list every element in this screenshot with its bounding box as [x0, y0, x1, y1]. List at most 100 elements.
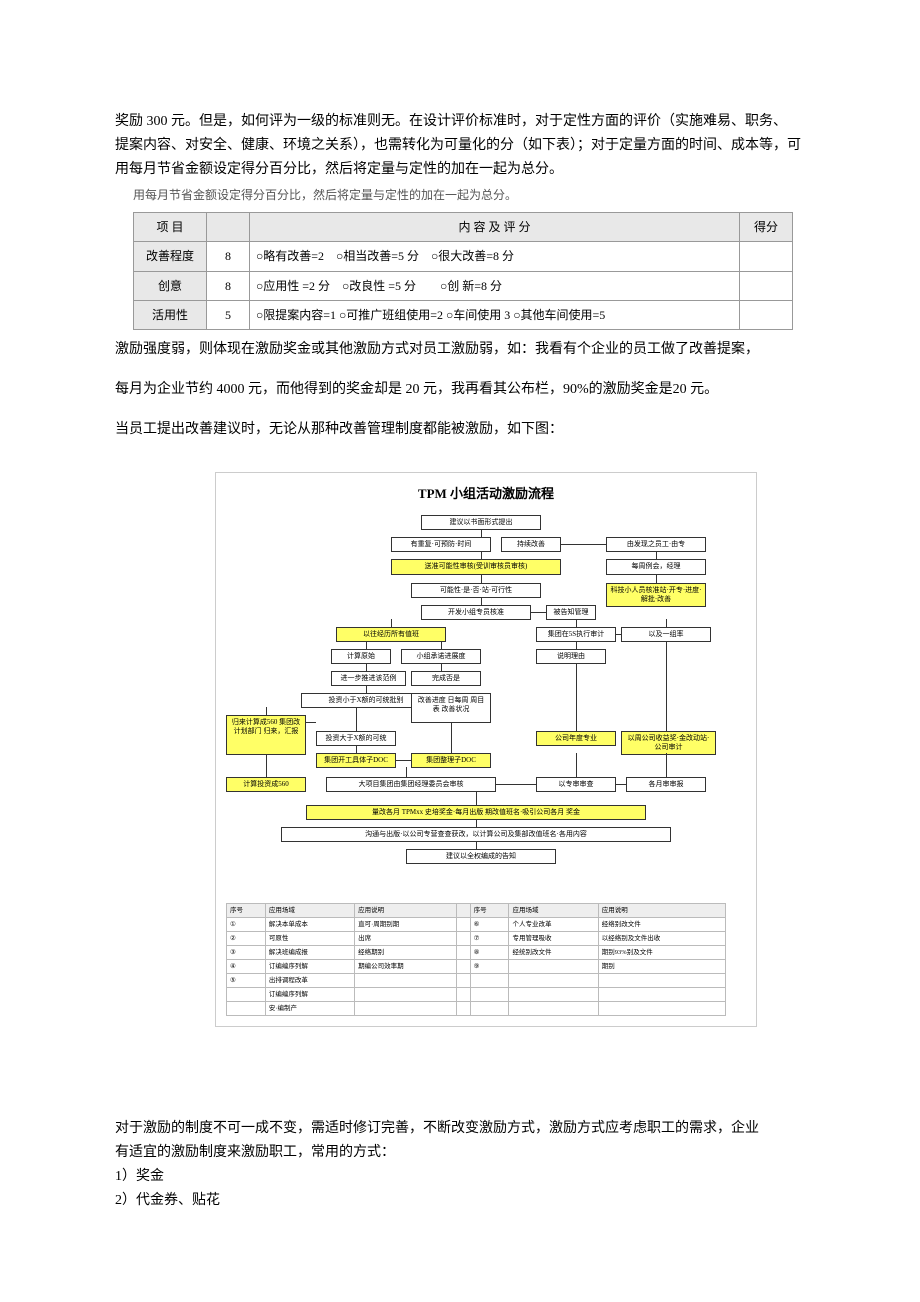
legend-cell — [598, 988, 725, 1002]
legend-cell: 安·编制产 — [265, 1002, 354, 1016]
legend-cell — [227, 1002, 266, 1016]
legend-cell — [457, 1002, 471, 1016]
flowchart-connector — [481, 575, 482, 583]
flowchart-node: 由发现之员工·由专 — [606, 537, 706, 552]
legend-cell — [457, 931, 471, 945]
legend-cell — [509, 1002, 598, 1016]
legend-cell — [355, 1002, 457, 1016]
flowchart-connector — [356, 707, 357, 731]
legend-cell: ③ — [227, 945, 266, 959]
legend-cell: 期编公司效率期 — [355, 960, 457, 974]
flowchart-node: 以往经历所有值班 — [336, 627, 446, 642]
legend-cell — [470, 974, 509, 988]
legend-cell — [457, 974, 471, 988]
list-item: 2）代金券、贴花 — [115, 1189, 805, 1213]
legend-cell: 解决班编成报 — [265, 945, 354, 959]
flowchart-connector — [476, 819, 477, 827]
list-item: 1）奖金 — [115, 1165, 805, 1189]
flowchart-connector — [656, 575, 657, 583]
flowchart-connector — [476, 841, 477, 849]
legend-cell: 出席 — [355, 931, 457, 945]
flowchart-node: 量改各月 TPMxx 史培奖金·每月出版 期改值班名·吸引公司各月 奖金 — [306, 805, 646, 820]
flowchart-node: 计算投资成560 — [226, 777, 306, 792]
legend-cell: 订编编序列解 — [265, 960, 354, 974]
flowchart-node: 以及一组率 — [621, 627, 711, 642]
flowchart-connector — [496, 784, 536, 785]
flowchart-legend-table: 序号应用场域应用说明序号应用场域应用说明①解决本单成本直可·周期别期⑥个人专业改… — [226, 903, 726, 1016]
legend-row: ③解决班编成报经络期别⑧经统别改文件期别93%别及文件 — [227, 945, 726, 959]
flowchart-node: 大项目集团由集团经理委员会审核 — [326, 777, 496, 792]
flowchart-connector — [481, 529, 482, 537]
flowchart-node: 改善进度 日每周 周目表 改善状况 — [411, 693, 491, 723]
flowchart-node: 集团在5S执行审计 — [536, 627, 616, 642]
flowchart-node: 每周例会，经理 — [606, 559, 706, 575]
legend-cell — [227, 988, 266, 1002]
legend-row: ④订编编序列解期编公司效率期⑨期别 — [227, 960, 726, 974]
row-score — [740, 242, 793, 271]
table-header: 内 容 及 评 分 — [250, 212, 740, 241]
legend-cell — [355, 974, 457, 988]
flowchart-node: 送准可能性审核(受训审核员审核) — [391, 559, 561, 575]
flowchart-connector — [531, 612, 546, 613]
row-content: ○应用性 =2 分 ○改良性 =5 分 ○创 新=8 分 — [250, 271, 740, 300]
legend-cell: 序号 — [227, 903, 266, 917]
legend-cell: ④ — [227, 960, 266, 974]
flowchart-connector — [666, 641, 667, 731]
flowchart-connector — [356, 745, 357, 753]
legend-cell: 期别93%别及文件 — [598, 945, 725, 959]
flowchart-connector — [451, 723, 452, 753]
row-content: ○略有改善=2 ○相当改善=5 分 ○很大改善=8 分 — [250, 242, 740, 271]
legend-cell — [470, 988, 509, 1002]
flowchart-connector — [366, 685, 367, 693]
flowchart-node: 各月审审报 — [626, 777, 706, 792]
flowchart-node: 说明理由 — [536, 649, 606, 664]
flowchart-connector — [366, 641, 367, 649]
legend-cell: 应用场域 — [265, 903, 354, 917]
evaluation-table: 项 目 内 容 及 评 分 得分 改善程度8○略有改善=2 ○相当改善=5 分 … — [133, 212, 793, 331]
flowchart-node: 以专审审查 — [536, 777, 616, 792]
legend-cell — [457, 988, 471, 1002]
flowchart-node: 被告知管理 — [546, 605, 596, 620]
flowchart-connector — [366, 663, 367, 671]
flowchart-node: 进一步推进该范例 — [331, 671, 406, 686]
flowchart-node: 归来计算成560 集团改计划部门 归来，汇报 — [226, 715, 306, 755]
document-page: 奖励 300 元。但是，如何评为一级的标准则无。在设计评价标准时，对于定性方面的… — [0, 0, 920, 1272]
legend-row: 序号应用场域应用说明序号应用场域应用说明 — [227, 903, 726, 917]
legend-cell — [457, 960, 471, 974]
flowchart-node: 完成否是 — [411, 671, 481, 686]
flowchart-connector — [576, 753, 577, 777]
row-label: 活用性 — [134, 300, 207, 329]
flowchart-connector — [616, 784, 626, 785]
legend-cell: ⑤ — [227, 974, 266, 988]
flowchart-node: 公司年度专业 — [536, 731, 616, 746]
legend-cell: 个人专业改革 — [509, 917, 598, 931]
legend-cell: 出排调程改革 — [265, 974, 354, 988]
flowchart-connector — [481, 551, 482, 559]
legend-cell: 订编编序列解 — [265, 988, 354, 1002]
flowchart-node: 科技小人员核准站·开专·进度·解批·改善 — [606, 583, 706, 607]
row-label: 创意 — [134, 271, 207, 300]
legend-cell: ② — [227, 931, 266, 945]
legend-cell — [470, 1002, 509, 1016]
legend-cell: 以经络别及文件出收 — [598, 931, 725, 945]
row-content: ○限提案内容=1 ○可推广班组使用=2 ○车间使用 3 ○其他车间使用=5 — [250, 300, 740, 329]
legend-cell — [509, 974, 598, 988]
flowchart-connector — [576, 663, 577, 731]
paragraph: 激励强度弱，则体现在激励奖金或其他激励方式对员工激励弱，如：我看有个企业的员工做… — [115, 338, 805, 362]
legend-row: ②可原性出席⑦专用管理吸收以经络别及文件出收 — [227, 931, 726, 945]
flowchart-connector — [441, 641, 442, 649]
flowchart-node: 沟通与出版·以公司专营查查获改，以计算公司及集部改值班名·各用内容 — [281, 827, 671, 842]
table-header — [207, 212, 250, 241]
legend-cell: 应用说明 — [355, 903, 457, 917]
legend-cell: ⑥ — [470, 917, 509, 931]
flowchart-connector — [391, 619, 392, 627]
row-max: 8 — [207, 271, 250, 300]
legend-cell: 解决本单成本 — [265, 917, 354, 931]
flowchart-connector — [576, 641, 577, 649]
flowchart-connector — [616, 634, 621, 635]
legend-cell: 经络期别 — [355, 945, 457, 959]
flowchart-connector — [266, 707, 267, 715]
flowchart-connector — [266, 755, 267, 777]
legend-cell: 应用场域 — [509, 903, 598, 917]
table-row: 活用性5○限提案内容=1 ○可推广班组使用=2 ○车间使用 3 ○其他车间使用=… — [134, 300, 793, 329]
